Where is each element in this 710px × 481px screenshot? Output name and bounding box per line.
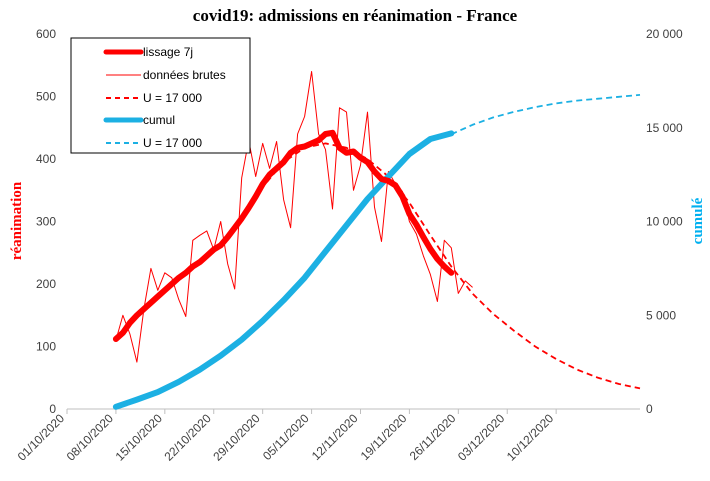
series-layer <box>112 71 641 410</box>
series-line-2 <box>115 142 641 390</box>
legend-label-u-blue: U = 17 000 <box>143 136 202 150</box>
x-tick-label: 08/10/2020 <box>64 411 117 464</box>
y-tick-label-left: 600 <box>36 27 56 41</box>
chart-title: covid19: admissions en réanimation - Fra… <box>193 6 518 25</box>
series-line-3 <box>112 130 455 410</box>
legend-box <box>70 37 251 154</box>
y-tick-label-left: 100 <box>36 340 56 354</box>
y-tick-label-right: 20 000 <box>646 27 683 41</box>
x-tick-label: 19/11/2020 <box>358 411 410 463</box>
legend-label-lissage: lissage 7j <box>143 45 193 59</box>
series-line-0 <box>112 129 455 342</box>
y-tick-label-left: 0 <box>49 402 56 416</box>
y-tick-label-left: 400 <box>36 152 56 166</box>
x-tick-label: 03/12/2020 <box>455 411 508 464</box>
series-line-1 <box>115 71 473 363</box>
y-tick-label-right: 15 000 <box>646 121 683 135</box>
y-tick-label-right: 10 000 <box>646 215 683 229</box>
y-axis-label-right: cumulé <box>690 197 706 244</box>
x-tick-label: 29/10/2020 <box>210 411 263 464</box>
legend-label-u-red: U = 17 000 <box>143 91 202 105</box>
y-tick-label-right: 5 000 <box>646 308 676 322</box>
x-tick-label: 26/11/2020 <box>407 411 459 463</box>
x-tick-label: 12/11/2020 <box>309 411 361 463</box>
x-tick-label: 10/12/2020 <box>504 411 557 464</box>
legend: lissage 7j données brutes U = 17 000 cum… <box>70 37 251 154</box>
x-tick-label: 15/10/2020 <box>113 411 166 464</box>
legend-label-brutes: données brutes <box>143 68 226 82</box>
y-tick-label-left: 200 <box>36 277 56 291</box>
x-tick-label: 22/10/2020 <box>161 411 214 464</box>
x-tick-label: 01/10/2020 <box>15 411 68 464</box>
y-tick-label-left: 300 <box>36 215 56 229</box>
y-tick-label-left: 500 <box>36 90 56 104</box>
y-axis-label-left: réanimation <box>9 181 25 260</box>
series-line-4 <box>450 94 641 136</box>
y-tick-label-right: 0 <box>646 402 653 416</box>
legend-label-cumul: cumul <box>143 113 175 127</box>
x-tick-label: 05/11/2020 <box>260 411 312 463</box>
